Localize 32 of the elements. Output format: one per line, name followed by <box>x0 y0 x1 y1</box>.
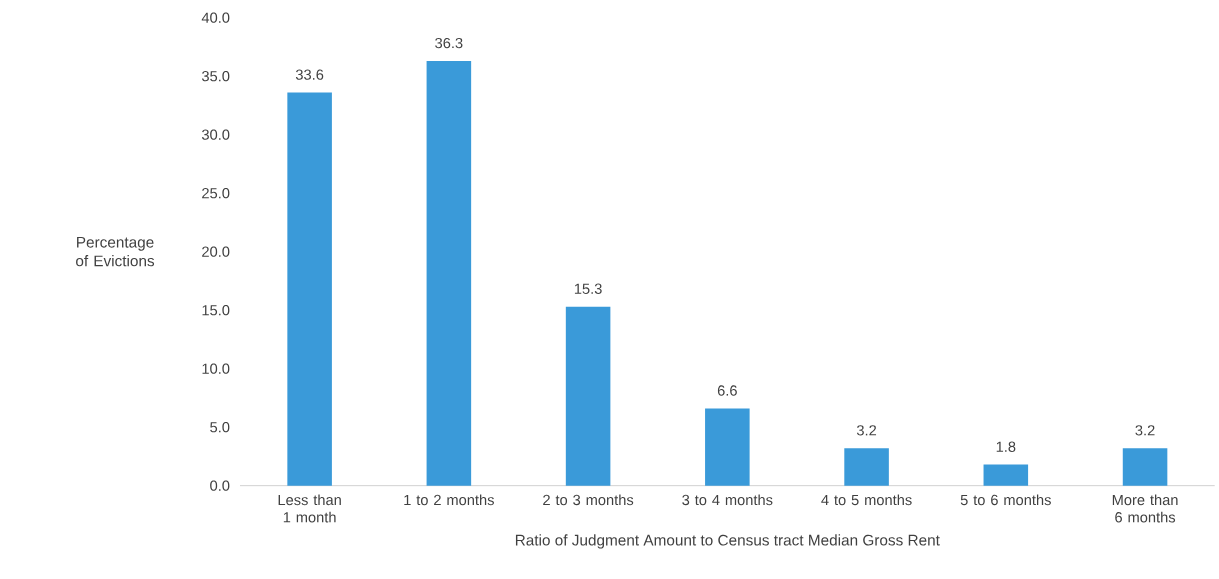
y-tick-label: 20.0 <box>202 246 230 257</box>
data-label: 15.3 <box>574 283 602 294</box>
y-tick-label: 15.0 <box>202 304 230 316</box>
x-tick-label: 5 to 6 months <box>960 494 1051 506</box>
bar <box>844 448 889 486</box>
x-tick-label: 2 to 3 months <box>543 494 634 506</box>
x-tick-label: Less than 1 month <box>278 494 341 523</box>
y-tick-label: 5.0 <box>210 421 230 433</box>
bar <box>426 60 472 486</box>
data-label: 1.8 <box>996 441 1016 452</box>
bar <box>565 306 611 486</box>
bar <box>287 92 332 486</box>
bar <box>983 464 1029 486</box>
y-tick-label: 30.0 <box>201 129 230 140</box>
y-tick-label: 35.0 <box>201 70 230 82</box>
y-tick-label: 0.0 <box>210 480 230 491</box>
bar <box>705 408 750 486</box>
data-label: 3.2 <box>1135 425 1155 436</box>
x-tick-label: 3 to 4 months <box>682 494 773 506</box>
y-tick-label: 40.0 <box>201 12 230 23</box>
x-tick-label: 4 to 5 months <box>821 494 912 506</box>
data-label: 6.6 <box>717 385 737 396</box>
x-axis-title: Ratio of Judgment Amount to Census tract Median Gross Rent <box>515 534 940 549</box>
data-label: 3.2 <box>856 425 877 436</box>
bar <box>1122 448 1168 486</box>
data-label: 36.3 <box>435 37 463 49</box>
x-tick-label: 1 to 2 months <box>404 494 494 506</box>
y-tick-label: 25.0 <box>202 187 230 199</box>
y-tick-label: 10.0 <box>202 363 230 374</box>
data-label: 33.6 <box>295 69 324 80</box>
y-axis-title: Percentage of Evictions <box>76 236 155 267</box>
x-tick-label: More than 6 months <box>1112 494 1178 523</box>
